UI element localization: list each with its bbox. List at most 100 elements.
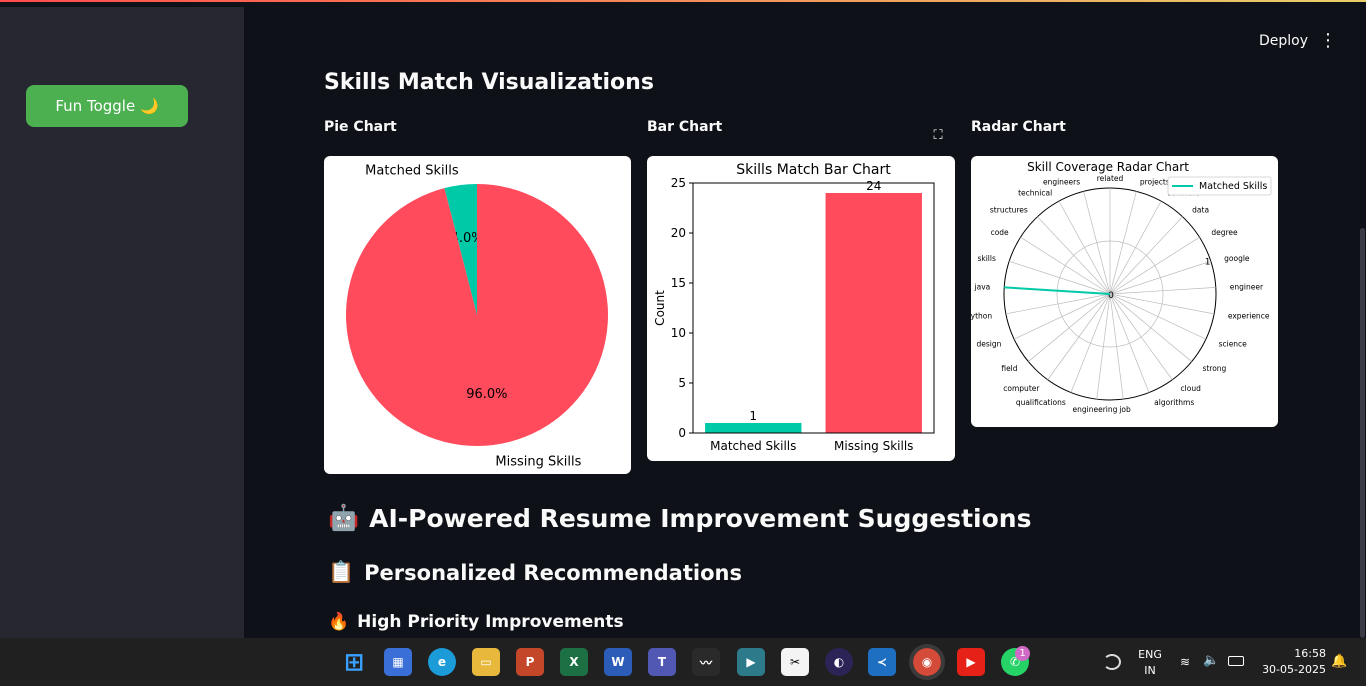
- radar-axis-label-24: engineers: [1043, 178, 1080, 187]
- priority-title: High Priority Improvements: [357, 612, 624, 632]
- powerpoint-icon[interactable]: P: [516, 648, 544, 676]
- radar-axis-label-13: engineering: [1073, 405, 1118, 414]
- bar-0: [705, 423, 802, 433]
- deploy-button[interactable]: Deploy: [1259, 33, 1309, 49]
- clock-date: 30-05-2025: [1262, 663, 1326, 676]
- region-code: IN: [1144, 664, 1156, 677]
- fun-toggle-button[interactable]: Fun Toggle 🌙: [26, 85, 188, 127]
- radar-axis-label-18: python: [971, 312, 992, 321]
- edge-icon[interactable]: e: [428, 648, 456, 676]
- radar-axis-label-10: cloud: [1181, 384, 1202, 393]
- radar-chart-label: Radar Chart: [971, 119, 1066, 135]
- top-accent-line: [0, 0, 1366, 7]
- radar-axis-label-12: job: [1118, 405, 1131, 414]
- radar-axis-label-15: computer: [1003, 384, 1040, 393]
- radar-axis-label-9: strong: [1202, 364, 1226, 373]
- radar-spoke-21: [1020, 236, 1111, 295]
- radar-axis-label-1: projects: [1140, 178, 1170, 187]
- ai-suggestions-heading: 🤖 AI-Powered Resume Improvement Suggesti…: [328, 503, 1031, 533]
- pie-chart-label: Pie Chart: [324, 119, 397, 135]
- bar-chart: Skills Match Bar Chart 0 5 10 15 20 25 1 Matched…: [653, 162, 935, 453]
- bar-chart-label: Bar Chart: [647, 119, 723, 135]
- radar-axis-label-19: java: [974, 283, 991, 292]
- fullscreen-icon[interactable]: ⛶: [933, 128, 943, 143]
- clock[interactable]: 16:58 30-05-2025: [1258, 647, 1326, 676]
- chrome-icon[interactable]: ◉: [909, 644, 945, 680]
- bar-plot-frame: [692, 182, 935, 434]
- language-code: ENG: [1138, 648, 1162, 661]
- radar-legend-label: Matched Skills: [1199, 181, 1267, 192]
- bar-chart-title: Skills Match Bar Chart: [736, 162, 891, 178]
- radar-axis-label-23: technical: [1018, 188, 1052, 197]
- radar-spoke-16: [1028, 293, 1111, 362]
- whatsapp-badge: 1: [1015, 646, 1030, 661]
- scrollbar-thumb[interactable]: [1360, 228, 1365, 638]
- radar-axis-label-16: field: [1001, 364, 1017, 373]
- radar-rtick-0: 0: [1108, 291, 1114, 301]
- radar-spoke-14: [1070, 293, 1111, 393]
- taskbar: [0, 638, 1366, 686]
- start-icon[interactable]: ⊞: [343, 648, 365, 676]
- youtube-icon[interactable]: ▶: [957, 648, 985, 676]
- radar-spoke-10: [1109, 293, 1173, 380]
- radar-spoke-23: [1058, 200, 1111, 295]
- radar-spoke-7: [1109, 293, 1215, 315]
- radar-spoke-22: [1037, 216, 1111, 295]
- radar-chart-card: Skill Coverage Radar Chart related project…: [971, 156, 1278, 427]
- wifi-icon[interactable]: ≋: [1180, 655, 1191, 669]
- main-menu-icon[interactable]: ⋮: [1319, 30, 1337, 51]
- teams-icon[interactable]: T: [648, 648, 676, 676]
- pie-category-label-0: Matched Skills: [365, 163, 459, 178]
- vscode-icon[interactable]: ≺: [868, 648, 896, 676]
- page-title: Skills Match Visualizations: [324, 70, 654, 95]
- pie-chart-card: 4.0% Matched Skills 96.0% Missing Skills: [324, 156, 631, 474]
- explorer-icon[interactable]: ▭: [472, 648, 500, 676]
- pie-slice-0: [444, 184, 477, 315]
- radar-legend-box: [1167, 176, 1272, 196]
- radar-axis-label-7: experience: [1228, 312, 1270, 321]
- radar-axis-label-4: degree: [1211, 228, 1238, 237]
- radar-axis-label-8: science: [1219, 339, 1248, 348]
- priority-heading: 🔥 High Priority Improvements: [328, 612, 624, 632]
- store-icon[interactable]: ▦: [384, 648, 412, 676]
- bar-ytick-label-5: 25: [671, 176, 686, 190]
- sync-icon[interactable]: [1103, 654, 1121, 670]
- robot-icon: 🤖: [328, 503, 360, 532]
- ai-suggestions-title: AI-Powered Resume Improvement Suggestion…: [369, 503, 1032, 533]
- radar-axis-label-6: engineer: [1230, 283, 1264, 292]
- bar-ytick-label-1: 5: [678, 376, 686, 390]
- radar-chart-title: Skill Coverage Radar Chart: [1027, 160, 1189, 174]
- radar-spoke-24: [1083, 191, 1111, 295]
- radar-axis-label-21: code: [991, 228, 1009, 237]
- bar-value-label-1: 24: [866, 179, 881, 193]
- pie-chart: 4.0% Matched Skills 96.0% Missing Skills: [346, 163, 608, 470]
- word-icon[interactable]: W: [604, 648, 632, 676]
- audio-icon[interactable]: 〰: [692, 648, 720, 676]
- radar-spoke-12: [1109, 293, 1124, 400]
- radar-axis-label-14: qualifications: [1016, 398, 1066, 407]
- bar-y-axis-label: Count: [653, 290, 667, 326]
- radar-spoke-1: [1109, 191, 1137, 295]
- radar-spoke-4: [1109, 236, 1200, 295]
- radar-spoke-5: [1109, 260, 1211, 295]
- capcut-icon[interactable]: ✂: [781, 648, 809, 676]
- bar-ytick-label-2: 10: [671, 326, 686, 340]
- battery-icon[interactable]: [1228, 656, 1244, 666]
- fire-icon: 🔥: [328, 612, 350, 632]
- media-icon[interactable]: ▶: [737, 648, 765, 676]
- radar-spoke-17: [1013, 293, 1111, 340]
- excel-icon[interactable]: X: [560, 648, 588, 676]
- notification-bell-icon[interactable]: 🔔: [1331, 654, 1348, 669]
- radar-axis-label-17: design: [977, 339, 1002, 348]
- bar-category-label-0: Matched Skills: [710, 439, 796, 453]
- language-indicator[interactable]: ENG IN: [1135, 648, 1165, 677]
- recommendations-title: Personalized Recommendations: [364, 560, 742, 585]
- bar-category-label-1: Missing Skills: [834, 439, 913, 453]
- eclipse-icon[interactable]: ◐: [825, 648, 853, 676]
- volume-icon[interactable]: 🔈: [1203, 653, 1220, 668]
- pie-slice-1: [346, 184, 608, 446]
- clock-time: 16:58: [1294, 647, 1326, 660]
- radar-spoke-6: [1109, 286, 1216, 295]
- radar-spoke-9: [1109, 293, 1192, 362]
